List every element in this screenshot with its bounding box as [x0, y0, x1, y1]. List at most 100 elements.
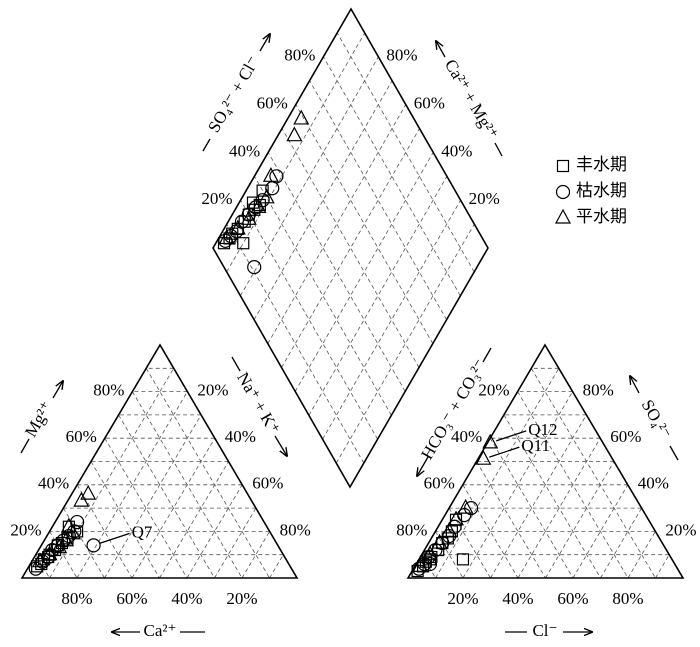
grid-line	[214, 507, 257, 579]
grid-line	[131, 437, 216, 579]
point	[80, 484, 97, 500]
tick-label: 80%	[61, 589, 92, 608]
tick-label: 40%	[229, 141, 260, 160]
tick-label: 80%	[396, 520, 427, 539]
point	[555, 184, 571, 200]
grid-line	[476, 461, 546, 579]
point	[457, 498, 474, 514]
annotation-leader	[496, 430, 527, 442]
axis-arrow	[482, 347, 492, 363]
point	[447, 510, 465, 526]
grid-line	[49, 368, 175, 579]
grid-line	[335, 223, 475, 464]
tick-label: 60%	[116, 589, 147, 608]
grid-line	[517, 437, 601, 579]
axis-arrow	[630, 376, 640, 394]
axis-arrow	[417, 456, 429, 476]
annotation-leader	[99, 532, 130, 544]
tick-label: 40%	[225, 427, 256, 446]
tick-label: 20%	[197, 381, 228, 400]
tick-label: 40%	[451, 427, 482, 446]
anion-triangle	[406, 343, 685, 579]
axis-title: SO₄²⁻ + Cl⁻	[204, 53, 263, 136]
tick-label: 40%	[441, 141, 472, 160]
grid-line	[600, 507, 642, 579]
grid-line	[104, 437, 188, 579]
grid-line	[145, 368, 270, 579]
point	[431, 533, 448, 549]
axis-arrow	[669, 445, 679, 461]
point	[229, 219, 246, 235]
axis-title: Ca²⁺	[144, 621, 177, 640]
annotation: Q7	[132, 522, 153, 541]
tick-label: 40%	[638, 474, 669, 493]
point	[60, 517, 77, 533]
grid-line	[254, 176, 392, 416]
grid-line	[435, 368, 560, 579]
point	[42, 550, 55, 564]
tick-label: 20%	[10, 520, 41, 539]
grid-line	[281, 128, 420, 368]
tick-label: 60%	[257, 94, 288, 113]
point	[482, 433, 499, 449]
tick-label: 80%	[583, 381, 614, 400]
legend-label: 平水期	[576, 207, 627, 226]
point	[286, 126, 303, 142]
point	[240, 210, 257, 225]
legend-label: 丰水期	[576, 155, 627, 174]
grid-line	[241, 531, 270, 579]
axis-arrow	[231, 356, 241, 372]
point	[421, 545, 438, 561]
grid-line	[76, 391, 188, 579]
tick-label: 40%	[502, 589, 533, 608]
point	[247, 260, 262, 275]
tick-label: 20%	[226, 589, 257, 608]
axis-arrow	[436, 41, 446, 58]
grid-line	[545, 461, 615, 579]
annotation-leader	[489, 446, 520, 458]
point	[250, 198, 267, 213]
grid-line	[104, 414, 202, 579]
tick-label: 60%	[414, 94, 445, 113]
axis-arrow	[494, 142, 503, 157]
point	[441, 532, 454, 545]
legend-label: 枯水期	[576, 181, 627, 200]
axis-arrow	[202, 138, 211, 152]
axis-arrow	[20, 438, 30, 454]
grid-line	[503, 414, 601, 579]
annotation: Q11	[521, 436, 550, 455]
grid-line	[421, 554, 436, 579]
grid-line	[159, 461, 229, 579]
grid-line	[627, 531, 656, 579]
tick-label: 80%	[93, 381, 124, 400]
point	[45, 542, 60, 558]
tick-label: 60%	[252, 474, 283, 493]
point	[246, 196, 260, 209]
grid-line	[226, 32, 366, 273]
point	[237, 237, 250, 250]
grid-line	[530, 368, 656, 579]
point	[218, 229, 235, 245]
grid-line	[336, 32, 475, 273]
grid-line	[462, 391, 573, 579]
tick-labels: 20% 40% 60% 80% 20% 40% 60% 80% 20% 40% 60% 80% 20% 4…	[10, 46, 696, 608]
grid-line	[323, 56, 461, 296]
axis-title: HCO₃⁻ + CO₃²⁻	[417, 356, 490, 463]
grid-line	[253, 80, 393, 320]
grid-line	[490, 414, 587, 579]
axis-title: Mg²⁺	[21, 398, 56, 440]
grid-line	[489, 437, 574, 579]
grid-line	[267, 152, 406, 392]
grid-line	[35, 554, 50, 579]
point	[73, 491, 90, 507]
point	[253, 198, 266, 212]
tick-label: 60%	[610, 427, 641, 446]
tick-label: 20%	[447, 589, 478, 608]
grid-line	[49, 531, 78, 579]
axis-arrow	[52, 381, 63, 399]
grid-line	[281, 128, 420, 368]
point	[475, 449, 492, 465]
